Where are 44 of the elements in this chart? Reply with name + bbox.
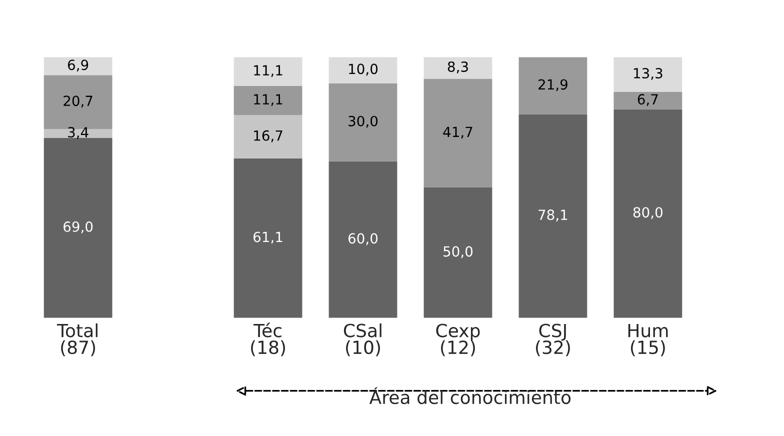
data-label: 11,1 [254, 94, 282, 106]
bar [328, 57, 398, 84]
data-label: 21,9 [538, 79, 568, 92]
bar [518, 57, 588, 114]
bar [614, 57, 682, 92]
bar [44, 129, 112, 138]
x-tick-label: Cexp (12) [436, 324, 480, 356]
data-label: 60,0 [348, 233, 378, 246]
bar [234, 115, 302, 159]
x-tick-label: CSJ (32) [536, 324, 570, 356]
bar [234, 158, 302, 318]
bar [424, 78, 492, 188]
data-label: 20,7 [64, 96, 92, 108]
bar [44, 138, 112, 318]
bar [234, 86, 302, 115]
data-label: 78,1 [538, 210, 568, 222]
data-label: 30,0 [348, 116, 378, 128]
data-label: 6,7 [638, 94, 658, 106]
data-label: 8,3 [448, 61, 468, 74]
data-label: 61,1 [254, 232, 282, 244]
x-tick-label: Hum (15) [628, 324, 668, 356]
data-label: 80,0 [633, 207, 662, 219]
bar [614, 109, 682, 318]
bar [234, 57, 302, 86]
bar [328, 83, 398, 162]
data-label: 10,0 [349, 64, 378, 76]
data-label: 13,3 [634, 68, 662, 80]
bar [614, 92, 682, 110]
bar [44, 57, 112, 76]
x-tick-label: CSal (10) [344, 323, 382, 356]
data-label: 3,4 [68, 127, 88, 139]
text: Área del conocimiento [369, 387, 571, 404]
data-label: 16,7 [254, 130, 282, 142]
data-label: 6,9 [68, 60, 88, 72]
data-label: 69,0 [64, 221, 93, 234]
x-tick-label: Téc (18) [251, 322, 285, 356]
data-label: 41,7 [443, 126, 472, 139]
data-label: 50,0 [444, 246, 473, 258]
bar [424, 57, 492, 79]
bar [518, 114, 588, 318]
bar [424, 187, 492, 318]
x-tick-label: Total (87) [56, 323, 98, 356]
bar [328, 161, 398, 318]
data-label: 11,1 [254, 65, 282, 78]
